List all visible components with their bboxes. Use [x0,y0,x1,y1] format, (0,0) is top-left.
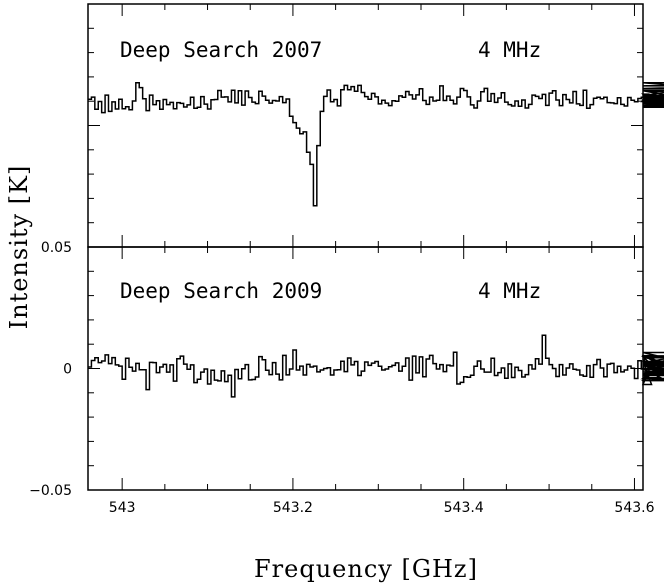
spectrum-2009-line [88,334,664,398]
panel-bottom-ticks [88,246,643,491]
panel-top-y-tick-labels: 0.05 [41,240,72,256]
x-tick-label: 543.4 [444,500,484,516]
y-tick-label: −0.05 [29,483,72,499]
y-tick-label: 0.05 [41,240,72,256]
panel-bottom-y-tick-labels: 0 −0.05 [29,362,72,500]
spectrum-2007-line [88,81,664,207]
panel-top-resolution: 4 MHz [478,38,541,62]
panel-bottom: Deep Search 2009 4 MHz 0 −0.05 [29,246,664,500]
x-tick-label: 543.6 [614,500,654,516]
panel-top-title: Deep Search 2007 [120,38,322,62]
x-tick-labels: 543 543.2 543.4 543.6 [109,500,655,516]
y-axis-title: Intensity [K] [5,165,33,330]
x-axis-title: Frequency [GHz] [254,555,478,583]
panel-bottom-resolution: 4 MHz [478,279,541,303]
panel-top: Deep Search 2007 4 MHz 0.05 [41,3,664,256]
y-tick-label: 0 [63,362,72,378]
x-tick-label: 543 [109,500,136,516]
panel-bottom-title: Deep Search 2009 [120,279,322,303]
x-tick-label: 543.2 [273,500,313,516]
